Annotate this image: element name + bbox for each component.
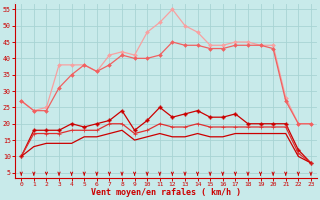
X-axis label: Vent moyen/en rafales ( km/h ): Vent moyen/en rafales ( km/h ) (91, 188, 241, 197)
